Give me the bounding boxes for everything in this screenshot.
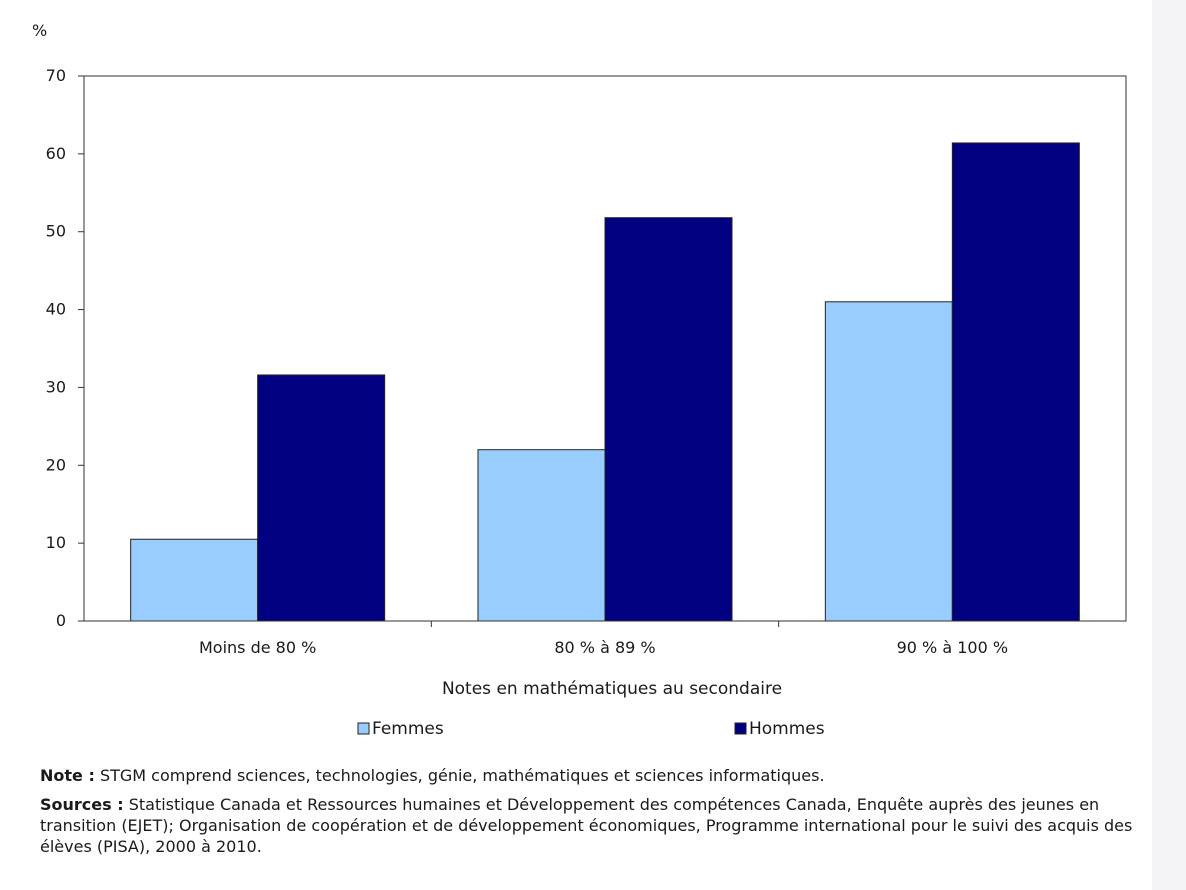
y-tick-label: 30 xyxy=(46,377,66,396)
legend-label-hommes: Hommes xyxy=(749,719,825,739)
sources-text: Statistique Canada et Ressources humaine… xyxy=(40,795,1133,856)
y-tick-label: 50 xyxy=(46,222,66,241)
y-tick-label: 20 xyxy=(46,455,66,474)
bar-femmes-1 xyxy=(130,538,259,622)
bar-hommes-2 xyxy=(604,217,733,622)
x-axis-title: Notes en mathématiques au secondaire xyxy=(442,679,782,699)
bars xyxy=(130,142,1080,622)
bar-hommes-3 xyxy=(951,142,1080,622)
chart-notes: Note : STGM comprend sciences, technolog… xyxy=(40,765,1140,865)
x-category-label: 90 % à 100 % xyxy=(897,638,1008,657)
bar-femmes-3 xyxy=(824,301,953,622)
note-text: STGM comprend sciences, technologies, gé… xyxy=(94,766,825,785)
x-category-label: Moins de 80 % xyxy=(199,638,316,657)
y-tick-label: 10 xyxy=(46,533,66,552)
sources: Sources : Statistique Canada et Ressourc… xyxy=(40,794,1140,857)
x-category-label: 80 % à 89 % xyxy=(554,638,655,657)
bar-hommes-1 xyxy=(257,374,386,622)
y-tick-label: 70 xyxy=(46,66,66,85)
legend-swatch-hommes xyxy=(734,722,747,735)
page-margin-strip xyxy=(1152,0,1186,890)
y-tick-label: 60 xyxy=(46,144,66,163)
bar-femmes-2 xyxy=(477,449,606,622)
x-axis: Moins de 80 % 80 % à 89 % 90 % à 100 % xyxy=(199,621,1008,657)
legend-swatch-femmes xyxy=(357,722,370,735)
y-axis: 0 10 20 30 40 50 60 70 xyxy=(46,66,84,630)
note: Note : STGM comprend sciences, technolog… xyxy=(40,765,1140,786)
y-tick-label: 0 xyxy=(56,611,66,630)
y-unit-label: % xyxy=(32,21,47,40)
legend-label-femmes: Femmes xyxy=(372,719,444,739)
bar-chart: % 0 10 20 30 40 50 60 70 Moins de 80 % 80 % à 89… xyxy=(32,21,1127,739)
legend: Femmes Hommes xyxy=(357,719,825,739)
plot-frame xyxy=(83,75,1127,622)
note-label: Note : xyxy=(40,766,95,785)
y-tick-label: 40 xyxy=(46,300,66,319)
sources-label: Sources : xyxy=(40,795,124,814)
